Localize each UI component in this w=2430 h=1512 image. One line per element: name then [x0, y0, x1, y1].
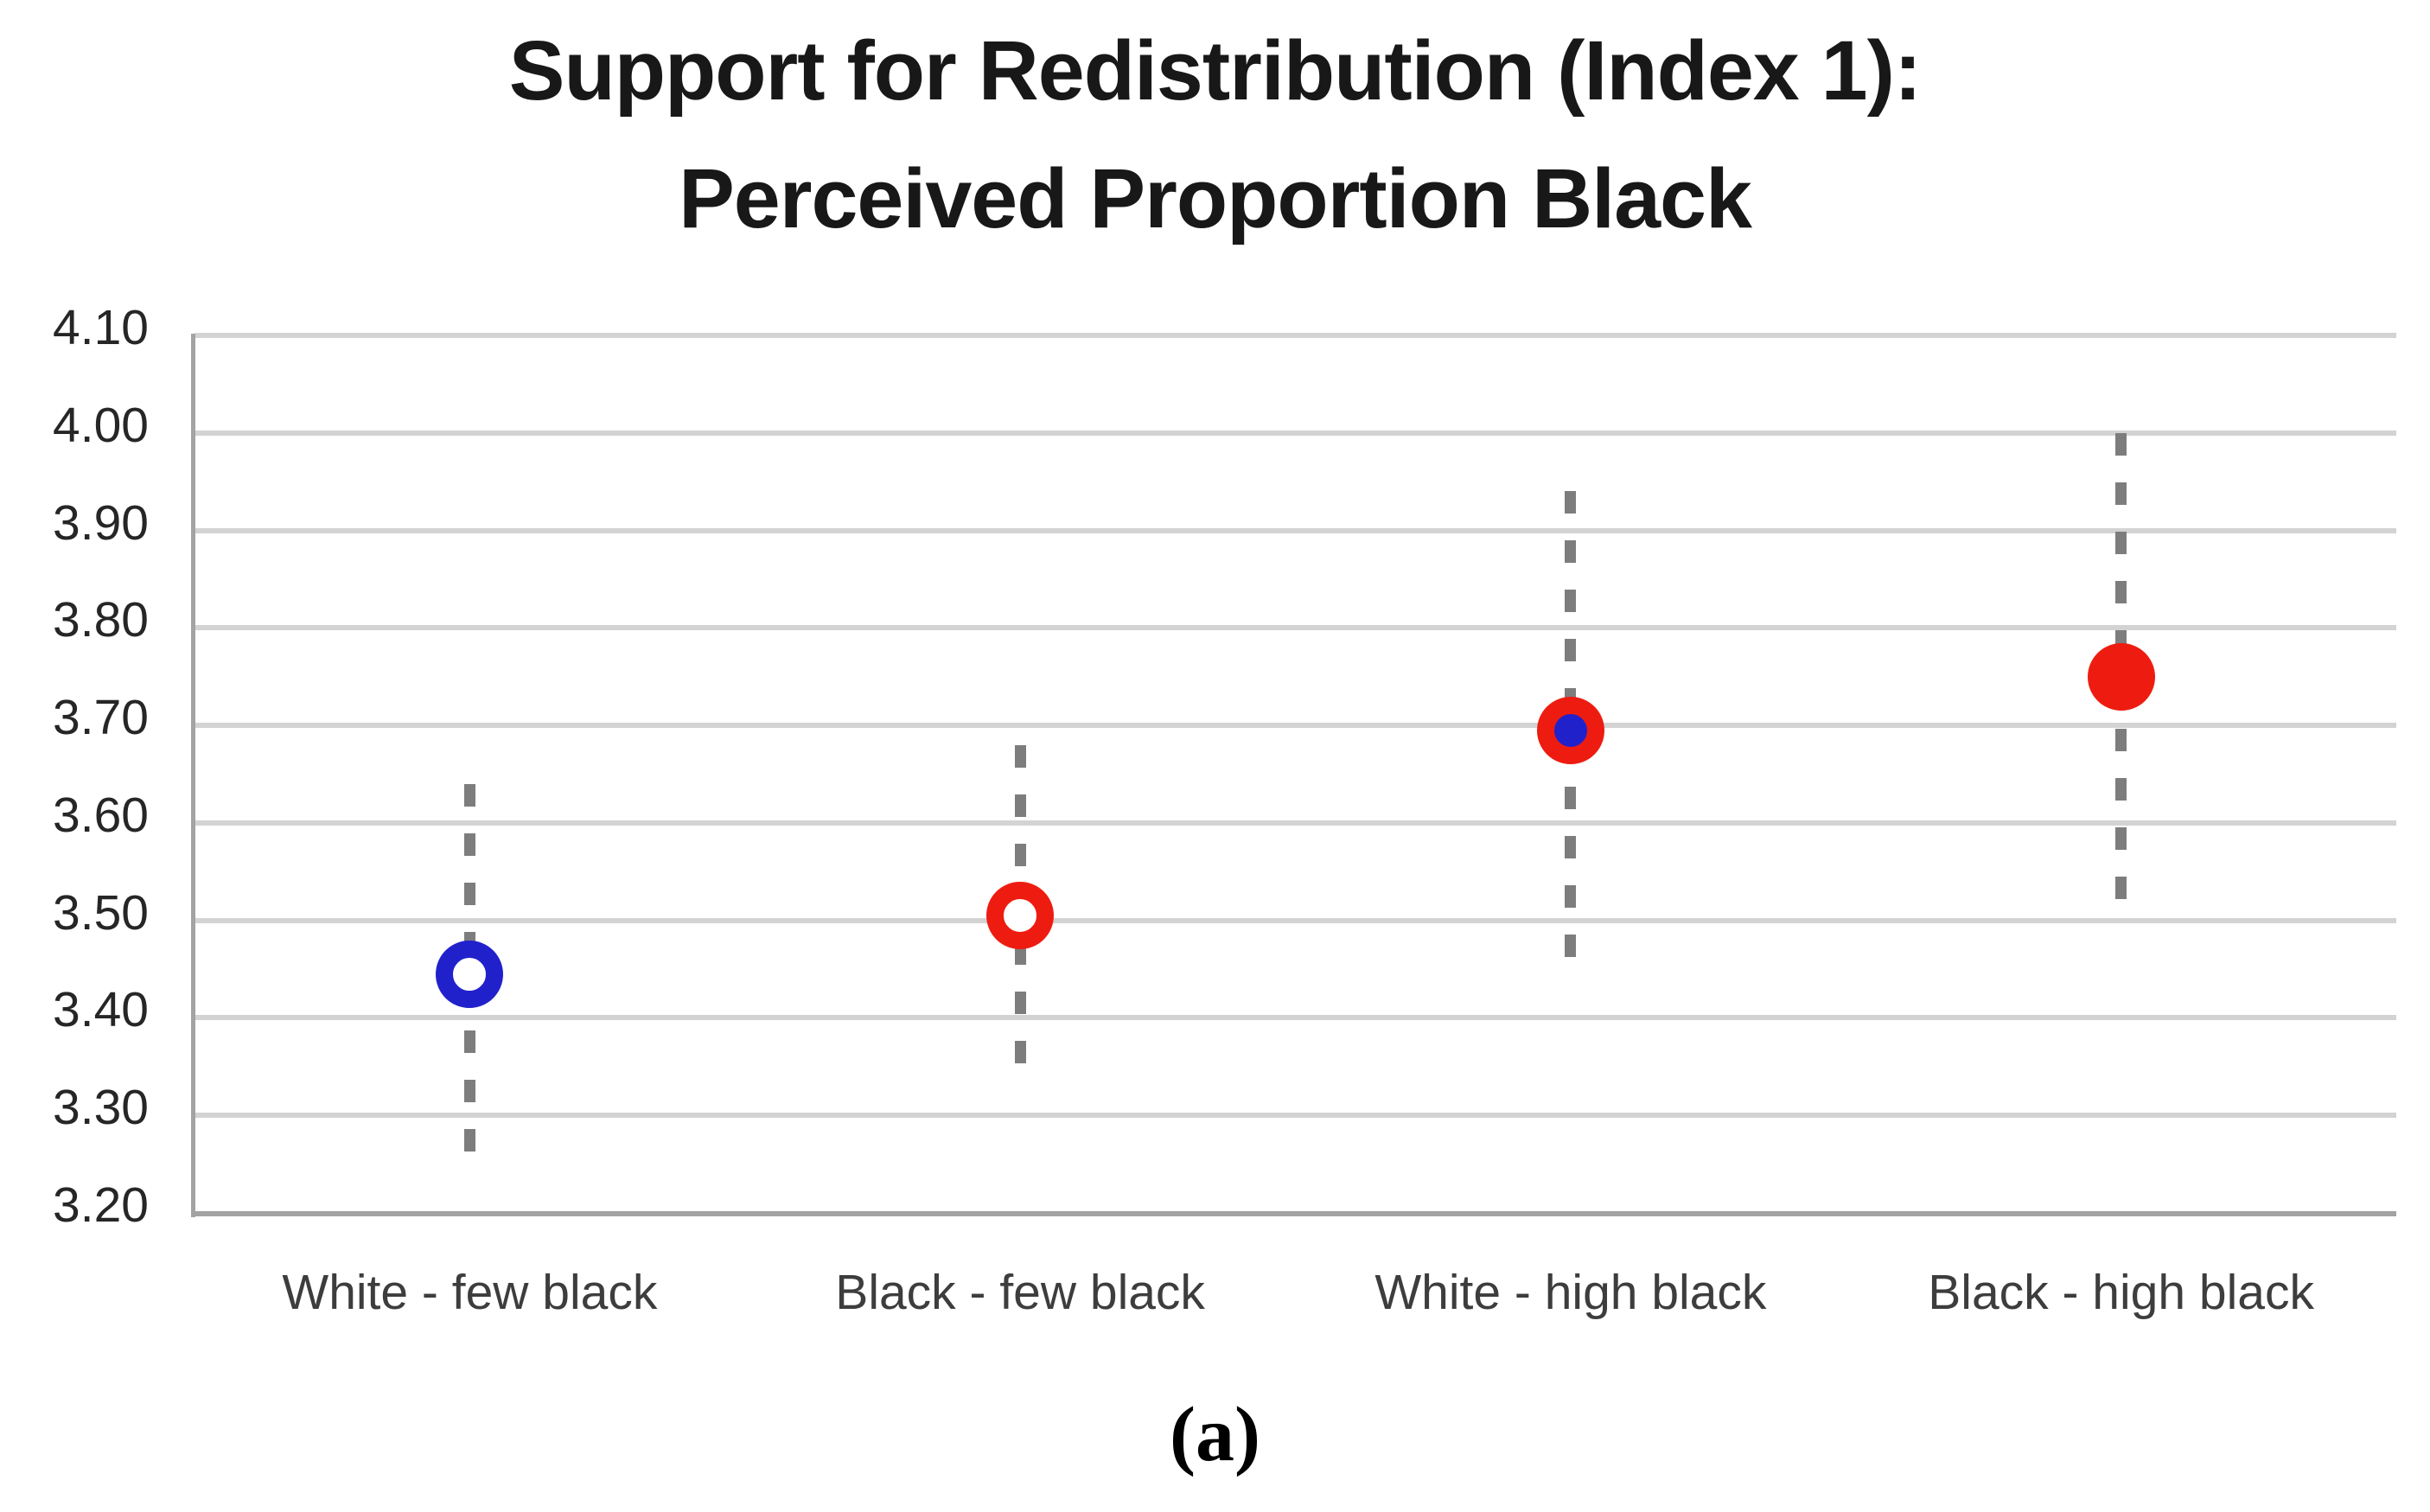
- x-category-label: White - few black: [282, 1265, 658, 1320]
- x-category-label: Black - few black: [835, 1265, 1205, 1320]
- x-category-label: Black - high black: [1928, 1265, 2314, 1320]
- data-point-marker: [986, 882, 1055, 950]
- y-tick-label: 3.90: [53, 494, 149, 551]
- data-point-marker: [1536, 696, 1604, 764]
- chart-title-line-1: Support for Redistribution (Index 1):: [508, 23, 1922, 118]
- gridline: [195, 333, 2396, 338]
- y-tick-label: 4.00: [53, 397, 149, 453]
- gridline: [195, 625, 2396, 631]
- gridline: [195, 820, 2396, 826]
- gridline: [195, 527, 2396, 533]
- y-tick-label: 3.30: [53, 1080, 149, 1136]
- gridline: [195, 1015, 2396, 1021]
- y-tick-label: 3.70: [53, 690, 149, 746]
- x-category-label: White - high black: [1374, 1265, 1767, 1320]
- y-tick-label: 3.40: [53, 982, 149, 1038]
- subplot-label: (a): [1170, 1392, 1260, 1477]
- y-tick-label: 3.80: [53, 592, 149, 648]
- y-tick-label: 4.10: [53, 300, 149, 355]
- chart-title-line-2: Perceived Proportion Black: [679, 151, 1752, 246]
- y-axis-line: [191, 334, 195, 1217]
- y-tick-label: 3.50: [53, 884, 149, 941]
- data-point-marker: [436, 940, 504, 1008]
- data-point-marker: [2087, 642, 2155, 711]
- chart-title: Support for Redistribution (Index 1): Pe…: [0, 7, 2430, 263]
- gridline: [195, 430, 2396, 436]
- gridline: [195, 1113, 2396, 1119]
- y-tick-label: 3.20: [53, 1177, 149, 1233]
- gridline: [195, 917, 2396, 923]
- x-axis-line: [191, 1211, 2396, 1216]
- gridline: [195, 723, 2396, 729]
- y-tick-label: 3.60: [53, 787, 149, 843]
